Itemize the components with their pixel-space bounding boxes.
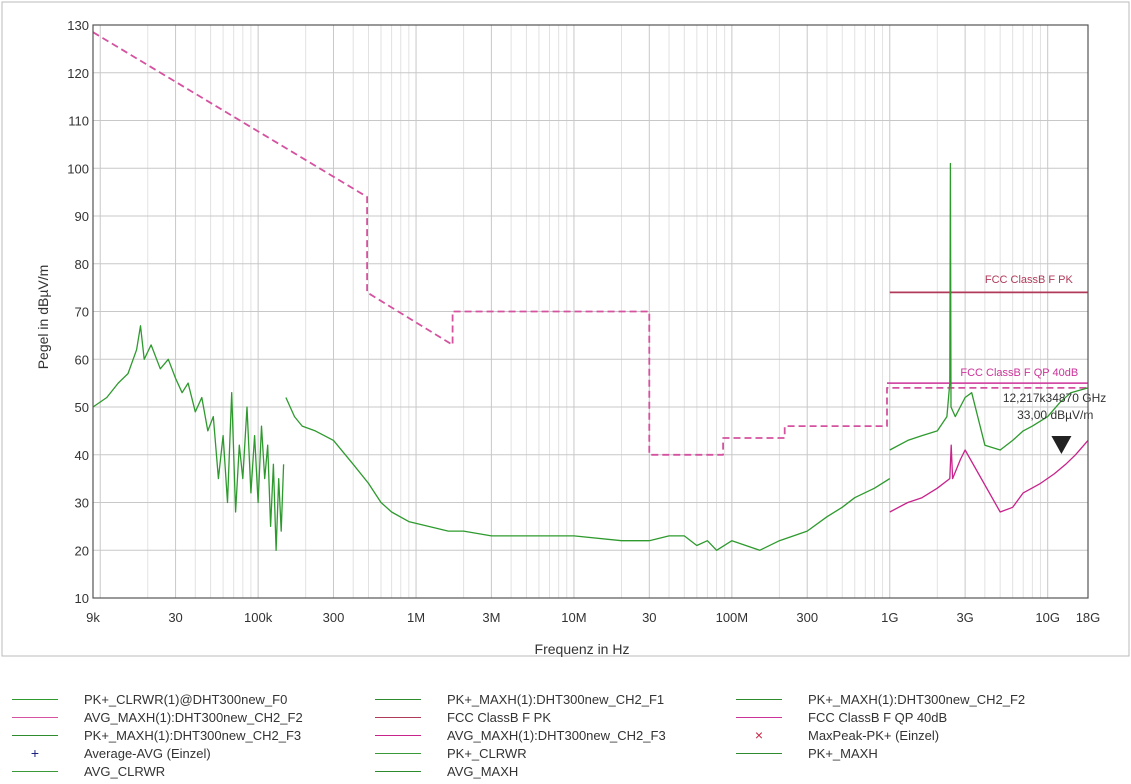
legend-item: + Average-AVG (Einzel) — [12, 744, 211, 762]
legend-item: AVG_MAXH(1):DHT300new_CH2_F2 — [12, 708, 303, 726]
legend-swatch — [12, 716, 58, 718]
series-line — [92, 31, 1088, 456]
y-tick-label: 100 — [67, 161, 89, 176]
y-tick-label: 90 — [75, 209, 89, 224]
legend-swatch — [736, 716, 782, 718]
y-tick-label: 80 — [75, 257, 89, 272]
legend-label: PK+_CLRWR(1)@DHT300new_F0 — [84, 691, 288, 707]
y-axis-title: Pegel in dBµV/m — [35, 265, 51, 370]
legend-swatch — [375, 698, 421, 700]
legend-label: PK+_CLRWR — [447, 745, 527, 761]
cross-marker-icon: × — [754, 727, 764, 743]
x-tick-label: 10M — [561, 610, 586, 625]
x-tick-label: 10G — [1035, 610, 1060, 625]
x-tick-label: 9k — [86, 610, 100, 625]
x-tick-label: 30 — [642, 610, 656, 625]
x-tick-label: 100k — [244, 610, 273, 625]
legend-swatch — [736, 698, 782, 700]
grid — [93, 24, 1088, 599]
x-tick-label: 3G — [956, 610, 973, 625]
series-line — [649, 478, 891, 551]
legend-label: AVG_CLRWR — [84, 763, 166, 779]
x-tick-labels: 9k 30 100k 300 1M 3M 10M 30 100M 300 1G 3G 10G 18G — [86, 610, 1100, 625]
legend-item: PK+_MAXH(1):DHT300new_CH2_F1 — [375, 690, 664, 708]
x-tick-label: 30 — [168, 610, 182, 625]
legend-label: FCC ClassB F PK — [447, 709, 552, 725]
y-tick-label: 10 — [75, 591, 89, 606]
x-tick-label: 300 — [796, 610, 818, 625]
chart-annotation: 12,217k34870 GHz — [1003, 391, 1106, 405]
legend-label: Average-AVG (Einzel) — [84, 745, 211, 761]
legend-swatch — [12, 770, 58, 772]
legend-item: PK+_CLRWR(1)@DHT300new_F0 — [12, 690, 287, 708]
chart-frame — [1, 1, 1130, 657]
legend-label: AVG_MAXH(1):DHT300new_CH2_F3 — [447, 727, 666, 743]
series-line — [92, 325, 285, 551]
legend-swatch — [12, 734, 58, 736]
legend: PK+_CLRWR(1)@DHT300new_F0 PK+_MAXH(1):DHT… — [0, 684, 1131, 784]
x-tick-label: 1M — [407, 610, 425, 625]
legend-swatch — [375, 770, 421, 772]
max-peak-marker — [1051, 435, 1072, 454]
plot-border — [92, 24, 1089, 599]
legend-label: AVG_MAXH(1):DHT300new_CH2_F2 — [84, 709, 303, 725]
y-tick-labels: 10 20 30 40 50 60 70 80 90 100 110 120 130 — [67, 18, 89, 606]
legend-item: × MaxPeak-PK+ (Einzel) — [736, 726, 939, 744]
legend-item: AVG_MAXH — [375, 762, 518, 780]
series-line — [889, 439, 1089, 513]
legend-label: FCC ClassB F QP 40dB — [808, 709, 948, 725]
plus-marker-icon: + — [30, 745, 40, 761]
y-tick-label: 110 — [68, 114, 89, 129]
annotations: FCC ClassB F PK FCC ClassB F QP 40dB 12,21… — [960, 274, 1106, 422]
series-line — [889, 162, 1089, 451]
y-tick-label: 20 — [75, 543, 89, 558]
legend-label: PK+_MAXH(1):DHT300new_CH2_F1 — [447, 691, 665, 707]
series-layer — [92, 31, 1089, 551]
y-tick-label: 130 — [67, 18, 89, 33]
legend-swatch — [375, 716, 421, 718]
y-tick-label: 70 — [75, 305, 89, 320]
legend-label: AVG_MAXH — [447, 763, 519, 779]
legend-item: AVG_MAXH(1):DHT300new_CH2_F3 — [375, 726, 666, 744]
series-line — [285, 397, 650, 542]
legend-label: MaxPeak-PK+ (Einzel) — [808, 727, 940, 743]
legend-swatch — [375, 734, 421, 736]
y-tick-label: 120 — [67, 66, 89, 81]
legend-swatch — [12, 698, 58, 700]
legend-item: AVG_CLRWR — [12, 762, 165, 780]
marker-layer — [1051, 435, 1072, 454]
y-tick-label: 50 — [75, 400, 89, 415]
x-axis-title: Frequenz in Hz — [535, 641, 630, 657]
legend-item: PK+_MAXH — [736, 744, 878, 762]
legend-swatch — [375, 752, 421, 754]
legend-swatch — [736, 752, 782, 754]
x-tick-label: 18G — [1076, 610, 1101, 625]
legend-label: PK+_MAXH(1):DHT300new_CH2_F3 — [84, 727, 302, 743]
x-tick-label: 300 — [323, 610, 345, 625]
legend-item: PK+_MAXH(1):DHT300new_CH2_F3 — [12, 726, 301, 744]
chart-annotation: FCC ClassB F QP 40dB — [960, 367, 1078, 379]
x-tick-label: 100M — [716, 610, 749, 625]
legend-item: FCC ClassB F PK — [375, 708, 551, 726]
y-tick-label: 40 — [75, 448, 89, 463]
x-tick-label: 3M — [482, 610, 500, 625]
legend-item: PK+_MAXH(1):DHT300new_CH2_F2 — [736, 690, 1025, 708]
legend-item: PK+_CLRWR — [375, 744, 527, 762]
legend-item: FCC ClassB F QP 40dB — [736, 708, 947, 726]
legend-label: PK+_MAXH — [808, 745, 878, 761]
y-tick-label: 60 — [75, 352, 89, 367]
x-tick-label: 1G — [881, 610, 898, 625]
y-tick-label: 30 — [75, 496, 89, 511]
chart-annotation: FCC ClassB F PK — [985, 274, 1074, 286]
emission-chart: 9k 30 100k 300 1M 3M 10M 30 100M 300 1G 3G 10G 18G 10… — [1, 1, 1130, 657]
chart-annotation: 33,00 dBµV/m — [1017, 408, 1093, 422]
legend-label: PK+_MAXH(1):DHT300new_CH2_F2 — [808, 691, 1026, 707]
